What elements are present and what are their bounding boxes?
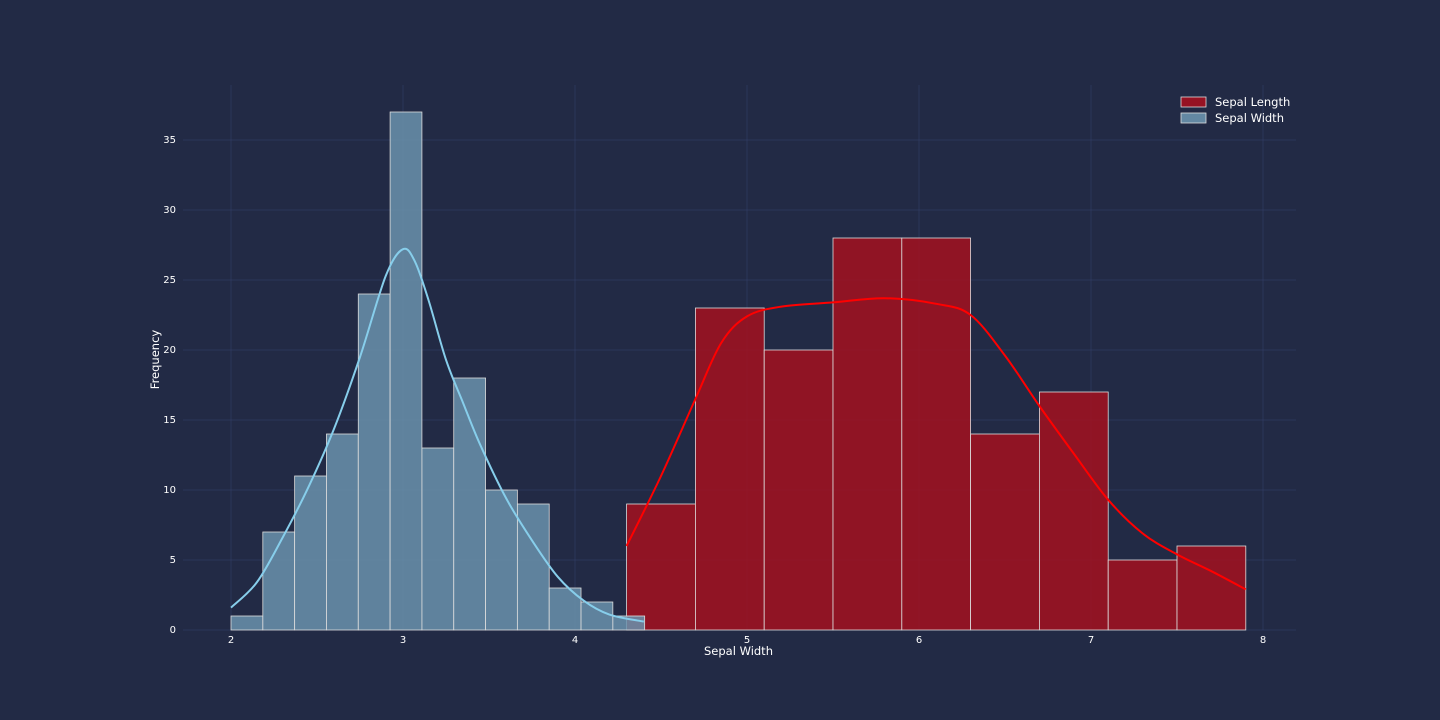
x-tick-label: 7 [1088,635,1094,646]
tick-labels: 2 3 4 5 6 7 8 0 5 10 15 20 25 30 35 [163,135,1266,646]
sepal-length-bar [970,433,1040,631]
y-tick-label: 5 [170,555,176,566]
sepal-width-bar [389,111,423,631]
sepal-length-bar [901,237,971,631]
sepal-length-kde-line [625,297,1247,591]
legend: Sepal Length Sepal Width [1180,95,1290,125]
kde-curves [230,247,1247,623]
sepal-width-legend-swatch [1180,112,1207,124]
sepal-width-bar [294,475,327,631]
sepal-length-bar [763,349,834,631]
y-axis-title: Frequency [148,330,162,390]
sepal-length-bar [695,307,765,631]
x-tick-label: 8 [1260,635,1266,646]
sepal-length-bar [1107,559,1178,631]
sepal-width-bar [326,433,359,631]
sepal-length-legend-swatch [1180,96,1207,108]
sepal-width-bars [230,111,646,631]
x-tick-label: 3 [400,635,406,646]
sepal-width-legend-label: Sepal Width [1215,111,1284,125]
sepal-width-bar [485,489,518,631]
x-tick-label: 5 [744,635,750,646]
sepal-width-bar [357,293,391,631]
y-tick-label: 15 [163,415,176,426]
x-axis-title: Sepal Width [704,644,773,658]
x-tick-label: 6 [916,635,922,646]
sepal-length-legend-label: Sepal Length [1215,95,1290,109]
sepal-width-bar [421,447,455,631]
sepal-length-bar [626,503,696,631]
y-tick-label: 0 [170,625,176,636]
sepal-width-kde-line [230,247,644,623]
y-tick-label: 20 [163,345,176,356]
sepal-width-bar [516,503,550,631]
sepal-length-bar [832,237,903,631]
sepal-width-bar [453,377,486,631]
sepal-length-bar [1039,391,1109,631]
y-tick-label: 30 [163,205,176,216]
sepal-width-bar [230,615,264,631]
y-tick-label: 35 [163,135,176,146]
sepal-length-bars [626,237,1247,631]
x-tick-label: 4 [572,635,578,646]
y-tick-label: 10 [163,485,176,496]
y-tick-label: 25 [163,275,176,286]
x-tick-label: 2 [228,635,234,646]
sepal-width-bar [580,601,614,631]
